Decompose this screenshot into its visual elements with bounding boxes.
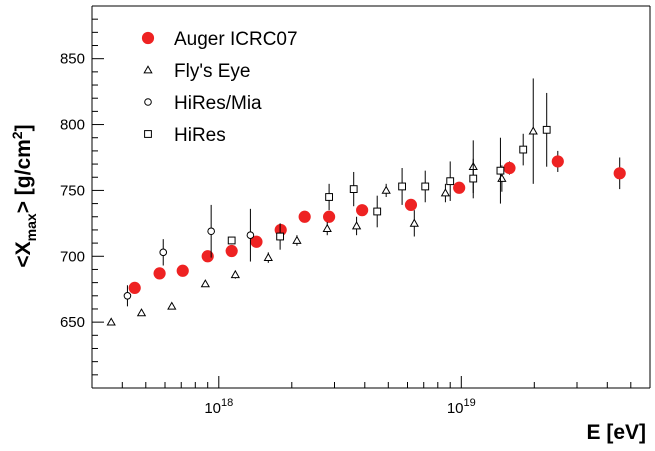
data-point xyxy=(453,181,466,194)
data-point xyxy=(356,204,369,217)
legend: Auger ICRC07 Fly's Eye HiRes/Mia HiRes xyxy=(141,29,298,146)
x-tick-labels: 1018 1019 xyxy=(204,397,475,417)
series-hires-mia xyxy=(123,204,255,307)
legend-label: HiRes xyxy=(174,125,226,146)
data-series xyxy=(106,78,626,326)
data-point xyxy=(528,126,538,135)
data-point xyxy=(421,182,430,191)
data-point xyxy=(200,279,210,288)
data-point xyxy=(469,174,478,183)
data-point xyxy=(381,185,391,194)
y-tick-labels: 650 700 750 800 850 xyxy=(60,51,85,331)
data-point xyxy=(322,210,336,223)
y-tick-label: 750 xyxy=(60,182,85,199)
legend-label: Fly's Eye xyxy=(174,61,250,82)
data-point xyxy=(519,145,528,154)
data-point xyxy=(128,281,141,294)
data-point xyxy=(373,207,382,216)
y-axis-title-main: <X xyxy=(12,241,35,267)
data-point xyxy=(542,125,551,134)
legend-label: HiRes/Mia xyxy=(174,93,262,114)
data-point xyxy=(153,267,166,280)
data-point xyxy=(497,173,507,182)
data-point xyxy=(123,291,132,300)
series-hires xyxy=(227,92,551,250)
series-auger-icrc07 xyxy=(128,150,626,294)
data-point xyxy=(276,232,285,241)
x-axis-title: E [eV] xyxy=(586,421,646,444)
data-point xyxy=(351,221,362,230)
y-tick-label: 850 xyxy=(60,51,85,68)
data-point xyxy=(349,185,358,193)
x-tick-label: 1019 xyxy=(447,397,476,417)
data-point xyxy=(325,193,333,201)
data-point xyxy=(440,188,451,197)
legend-marker xyxy=(144,130,152,138)
y-axis-title: <Xmax> [g/cm2] xyxy=(9,124,39,267)
data-point xyxy=(201,250,214,263)
data-point xyxy=(292,235,302,244)
data-point xyxy=(167,301,177,310)
data-point xyxy=(225,244,238,258)
legend-marker xyxy=(143,65,153,74)
data-point xyxy=(246,231,255,239)
data-point xyxy=(263,252,273,261)
data-point xyxy=(404,198,418,212)
data-point xyxy=(322,223,332,232)
data-point xyxy=(551,155,564,168)
series-fly-s-eye xyxy=(106,78,538,326)
y-axis-title-close: ] xyxy=(12,124,35,131)
y-ticks xyxy=(92,5,104,389)
x-ticks xyxy=(91,376,651,388)
data-point xyxy=(446,177,455,186)
data-point xyxy=(227,236,236,245)
data-point xyxy=(106,317,116,326)
data-point xyxy=(503,161,516,175)
legend-label: Auger ICRC07 xyxy=(174,29,298,50)
y-tick-label: 650 xyxy=(60,314,85,331)
legend-marker xyxy=(144,98,152,106)
data-point xyxy=(159,248,168,257)
y-tick-label: 800 xyxy=(60,117,85,134)
data-point xyxy=(613,167,626,180)
data-point xyxy=(496,166,505,175)
data-point xyxy=(409,218,419,227)
data-point xyxy=(136,308,147,317)
data-point xyxy=(176,264,189,277)
data-point xyxy=(207,227,215,236)
y-tick-label: 700 xyxy=(60,248,85,265)
legend-marker xyxy=(141,31,155,45)
x-tick-label: 1018 xyxy=(204,397,233,417)
y-axis-title-end: > [g/cm xyxy=(12,139,35,213)
y-axis-title-sub: max xyxy=(23,213,39,241)
plot-frame xyxy=(91,5,651,389)
y-axis-title-sup: 2 xyxy=(9,131,25,139)
data-point xyxy=(398,182,406,191)
data-point xyxy=(298,210,311,223)
data-point xyxy=(230,269,240,279)
